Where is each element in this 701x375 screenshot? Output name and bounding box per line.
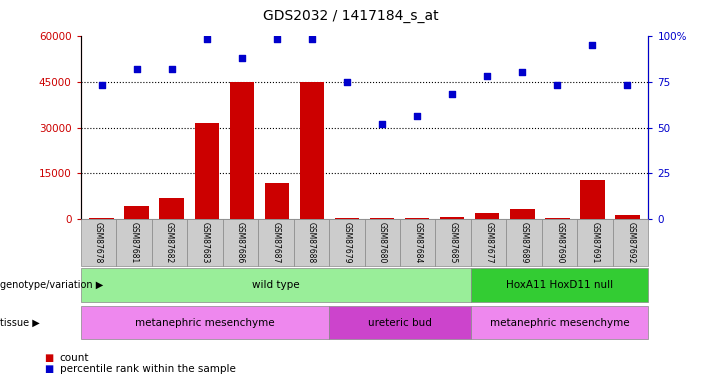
Text: wild type: wild type <box>252 280 299 290</box>
Bar <box>125 206 149 219</box>
Point <box>236 55 247 61</box>
Text: ureteric bud: ureteric bud <box>368 318 432 327</box>
Text: HoxA11 HoxD11 null: HoxA11 HoxD11 null <box>506 280 613 290</box>
Text: tissue ▶: tissue ▶ <box>0 318 40 327</box>
Text: count: count <box>60 353 89 363</box>
Text: GSM87684: GSM87684 <box>414 222 422 264</box>
Bar <box>370 218 394 219</box>
Text: GSM87680: GSM87680 <box>378 222 387 264</box>
Text: metanephric mesenchyme: metanephric mesenchyme <box>135 318 275 327</box>
Text: GSM87679: GSM87679 <box>342 222 351 264</box>
Point <box>482 73 493 79</box>
Point <box>622 82 633 88</box>
Bar <box>440 217 465 219</box>
Bar <box>510 209 535 219</box>
Point <box>587 42 598 48</box>
Point <box>552 82 563 88</box>
Bar <box>230 82 254 219</box>
Text: metanephric mesenchyme: metanephric mesenchyme <box>490 318 629 327</box>
Text: GSM87677: GSM87677 <box>484 222 494 264</box>
Point <box>341 79 353 85</box>
Bar <box>545 218 569 219</box>
Bar <box>160 198 184 219</box>
Text: GDS2032 / 1417184_s_at: GDS2032 / 1417184_s_at <box>263 9 438 23</box>
Bar <box>580 180 605 219</box>
Point <box>376 121 388 127</box>
Text: percentile rank within the sample: percentile rank within the sample <box>60 364 236 374</box>
Point <box>131 66 142 72</box>
Bar <box>475 213 500 219</box>
Text: GSM87685: GSM87685 <box>449 222 458 264</box>
Text: genotype/variation ▶: genotype/variation ▶ <box>0 280 103 290</box>
Text: ■: ■ <box>44 353 54 363</box>
Text: GSM87691: GSM87691 <box>591 222 599 264</box>
Text: GSM87681: GSM87681 <box>130 222 138 263</box>
Point <box>271 36 283 42</box>
Bar <box>335 218 360 219</box>
Point <box>306 36 318 42</box>
Text: GSM87683: GSM87683 <box>200 222 210 264</box>
Bar <box>615 215 640 219</box>
Text: GSM87688: GSM87688 <box>307 222 315 263</box>
Text: GSM87689: GSM87689 <box>519 222 529 264</box>
Bar <box>300 82 325 219</box>
Bar <box>265 183 290 219</box>
Text: GSM87682: GSM87682 <box>165 222 174 263</box>
Text: ■: ■ <box>44 364 54 374</box>
Text: GSM87686: GSM87686 <box>236 222 245 264</box>
Point <box>447 92 458 98</box>
Point <box>96 82 107 88</box>
Point <box>201 36 212 42</box>
Text: GSM87678: GSM87678 <box>94 222 103 264</box>
Text: GSM87687: GSM87687 <box>271 222 280 264</box>
Point <box>517 69 528 75</box>
Text: GSM87690: GSM87690 <box>555 222 564 264</box>
Bar <box>195 123 219 219</box>
Point <box>411 114 423 120</box>
Bar <box>90 218 114 219</box>
Text: GSM87692: GSM87692 <box>626 222 635 264</box>
Bar <box>405 218 430 219</box>
Point <box>166 66 177 72</box>
